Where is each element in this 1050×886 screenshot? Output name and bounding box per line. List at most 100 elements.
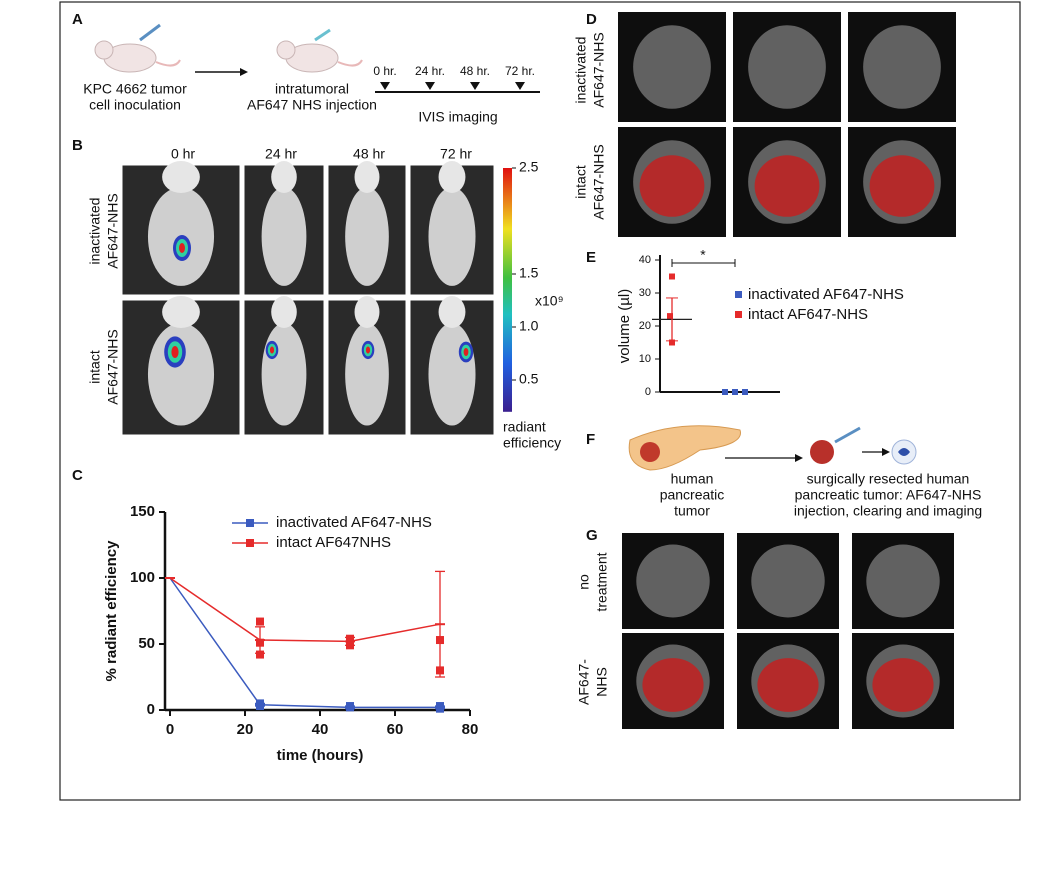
tissue (751, 544, 825, 618)
y-tick-label: 0 (645, 386, 651, 398)
mouse-image (327, 161, 407, 296)
render-image (848, 127, 956, 237)
mouse-image (243, 296, 325, 436)
data-point (742, 389, 748, 395)
syringe-icon (834, 426, 861, 444)
mouse-image (121, 161, 241, 296)
data-point (667, 313, 673, 320)
column-header: 0 hr (171, 146, 195, 162)
step-text: AF647 NHS injection (247, 97, 377, 113)
tissue (866, 544, 940, 618)
legend-text: intact AF647NHS (276, 534, 391, 551)
mouse-body (428, 187, 476, 286)
tissue (636, 544, 710, 618)
panel-label: D (586, 11, 597, 28)
timepoint-label: 0 hr. (373, 64, 396, 78)
row-label: intact (87, 350, 103, 384)
cleared-tumor-icon (898, 448, 910, 456)
mouse-body (261, 322, 307, 426)
data-point (256, 702, 264, 711)
signal (269, 346, 275, 354)
x-tick-label: 60 (387, 721, 404, 738)
data-point (722, 389, 728, 395)
signal (179, 243, 185, 253)
arrow-head (240, 68, 248, 76)
mouse-head (438, 296, 466, 328)
render-image (733, 12, 841, 122)
timeline-marker (515, 82, 525, 90)
row-label: AF647-NHS (591, 144, 607, 219)
row-label: NHS (594, 667, 610, 697)
y-tick-label: 10 (639, 353, 651, 365)
row-label: inactivated (573, 37, 589, 104)
arrow-head (795, 454, 803, 462)
panel-label: B (72, 137, 83, 154)
row-label: treatment (594, 552, 610, 611)
y-tick-label: 0 (147, 701, 155, 718)
mouse-body (261, 187, 307, 286)
render-image (848, 12, 956, 122)
caption: pancreatic tumor: AF647-NHS (795, 487, 982, 503)
render-image (737, 533, 839, 629)
render-image (618, 12, 726, 122)
timepoint-label: 72 hr. (505, 64, 535, 78)
render-image (618, 127, 726, 237)
signal-overlay (754, 155, 820, 217)
mouse-icon (276, 28, 363, 73)
legend-marker (735, 291, 742, 298)
mouse-head (162, 161, 200, 193)
y-tick-label: 30 (639, 287, 651, 299)
signal-overlay (872, 658, 934, 712)
x-tick-label: 80 (462, 721, 479, 738)
colorbar-label: radiant (503, 419, 546, 435)
mouse-image (327, 296, 407, 436)
tissue (863, 25, 941, 109)
data-point (436, 666, 444, 675)
colorbar-tick-label: 2.5 (519, 159, 539, 175)
series-line (169, 577, 440, 709)
colorbar-label: efficiency (503, 435, 561, 451)
panel-label: F (586, 431, 595, 448)
row-label: AF647-NHS (105, 329, 121, 404)
tissue (633, 25, 711, 109)
mouse-body (345, 322, 389, 426)
data-point (669, 273, 675, 280)
row-label: AF647- (576, 659, 592, 705)
tumor-icon (810, 440, 834, 464)
data-point (256, 650, 264, 659)
timeline-marker (380, 82, 390, 90)
y-tick-label: 100 (130, 569, 155, 586)
signal (463, 348, 469, 356)
x-tick-label: 20 (237, 721, 254, 738)
mouse-head (354, 161, 380, 193)
series-line (169, 577, 441, 643)
mouse-head (438, 161, 466, 193)
data-point (346, 641, 354, 650)
timeline-marker (470, 82, 480, 90)
x-tick-label: 40 (312, 721, 329, 738)
render-image (733, 127, 841, 237)
colorbar-tick-label: 1.5 (519, 265, 539, 281)
signal-overlay (757, 658, 819, 712)
x-axis-label: time (hours) (277, 747, 364, 764)
column-header: 48 hr (353, 146, 385, 162)
y-tick-label: 150 (130, 503, 155, 520)
mouse-head (354, 296, 380, 328)
colorbar (503, 168, 512, 412)
mouse-body (147, 322, 215, 426)
legend-marker (246, 519, 254, 527)
arrow-head (882, 448, 890, 456)
x-tick-label: 0 (166, 721, 174, 738)
y-tick-label: 20 (639, 320, 651, 332)
colorbar-tick-label: 0.5 (519, 371, 539, 387)
render-image (622, 633, 724, 729)
render-image (852, 633, 954, 729)
timepoint-label: 48 hr. (460, 64, 490, 78)
signal (365, 346, 371, 354)
render-image (737, 633, 839, 729)
caption: injection, clearing and imaging (794, 503, 982, 519)
step-text: IVIS imaging (418, 109, 497, 125)
caption: pancreatic (660, 487, 725, 503)
mouse-head (162, 296, 200, 328)
